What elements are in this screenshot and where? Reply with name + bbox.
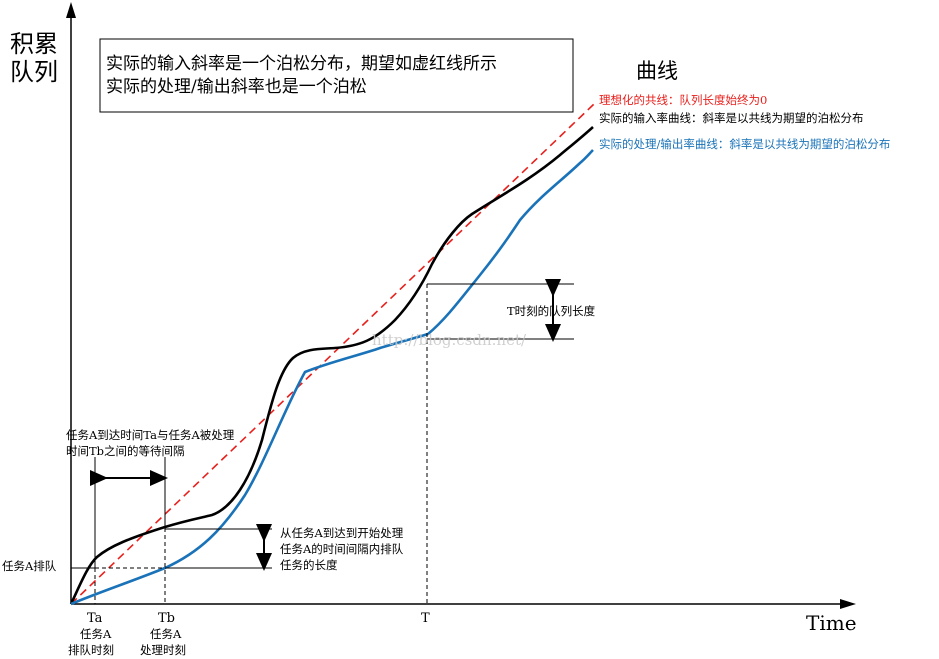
output-rate-curve bbox=[70, 149, 594, 606]
note-box bbox=[99, 38, 574, 113]
tick-tb: Tb bbox=[158, 611, 175, 626]
x-axis-arrowhead bbox=[840, 599, 856, 609]
note-line2: 实际的处理/输出斜率也是一个泊松 bbox=[106, 77, 367, 97]
legend-input: 实际的输入率曲线：斜率是以共线为期望的泊松分布 bbox=[599, 111, 864, 125]
tick-tb-sub1: 任务A bbox=[150, 627, 182, 641]
x-axis-label: Time bbox=[806, 611, 857, 635]
curves-title: 曲线 bbox=[636, 59, 678, 83]
queue-a-label: 任务A排队 bbox=[2, 559, 57, 573]
watermark: http://blog.csdn.net/ bbox=[372, 331, 527, 349]
legend-ideal: 理想化的共线：队列长度始终为0 bbox=[599, 93, 767, 107]
note-line1: 实际的输入斜率是一个泊松分布，期望如虚红线所示 bbox=[106, 54, 497, 74]
tick-ta: Ta bbox=[87, 611, 103, 626]
ideal-line bbox=[70, 103, 595, 605]
wait-label-line1: 任务A到达时间Ta与任务A被处理 bbox=[66, 428, 235, 442]
tick-t: T bbox=[421, 611, 430, 626]
queue-label-line1: 从任务A到达到开始处理 bbox=[280, 526, 404, 540]
queue-label-line3: 任务的长度 bbox=[280, 558, 338, 572]
t-queue-label: T时刻的队列长度 bbox=[507, 304, 596, 318]
queue-label-line2: 任务A的时间间隔内排队 bbox=[280, 542, 404, 556]
y-axis-label-line2: 队列 bbox=[10, 58, 58, 86]
wait-label-line2: 时间Tb之间的等待间隔 bbox=[66, 444, 185, 458]
y-axis-label-line1: 积累 bbox=[10, 30, 58, 58]
tick-ta-sub1: 任务A bbox=[80, 627, 112, 641]
tick-tb-sub2: 处理时刻 bbox=[140, 643, 186, 657]
legend-output: 实际的处理/输出率曲线：斜率是以共线为期望的泊松分布 bbox=[599, 137, 890, 151]
tick-ta-sub2: 排队时刻 bbox=[68, 643, 114, 657]
y-axis-arrowhead bbox=[66, 2, 76, 18]
